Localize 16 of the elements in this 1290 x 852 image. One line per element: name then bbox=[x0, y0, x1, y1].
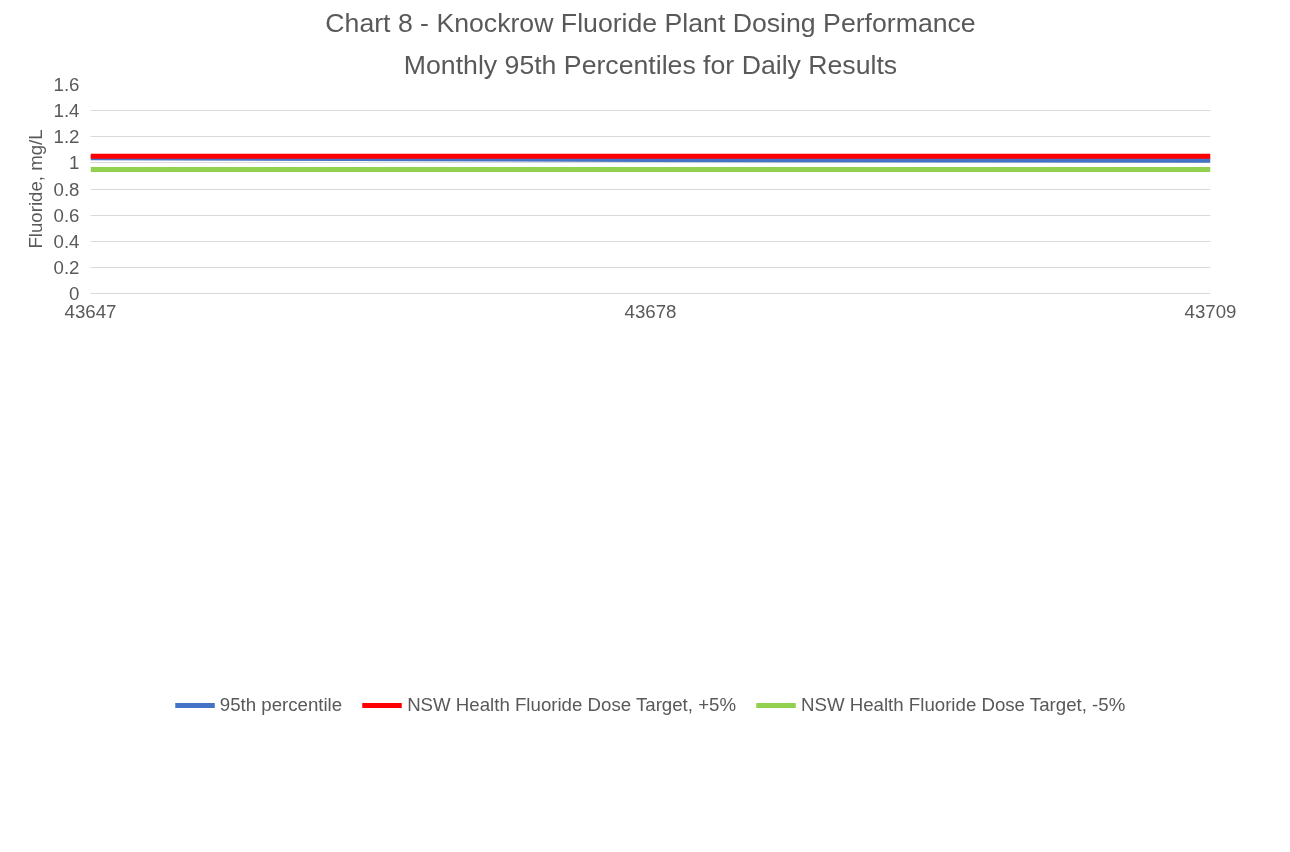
y-axis-title: Fluoride, mg/L bbox=[24, 129, 46, 249]
y-tick-label: 1.2 bbox=[53, 126, 80, 148]
y-tick-label: 0.2 bbox=[53, 256, 80, 278]
chart-title: Chart 8 - Knockrow Fluoride Plant Dosing Performance bbox=[325, 7, 976, 38]
y-tick-label: 0.6 bbox=[53, 204, 80, 226]
y-tick-label: 1 bbox=[69, 152, 80, 174]
x-tick-label: 43709 bbox=[1184, 300, 1237, 322]
y-tick-label: 0.4 bbox=[53, 230, 80, 252]
legend-label: NSW Health Fluoride Dose Target, +5% bbox=[407, 693, 737, 716]
y-tick-label: 0.8 bbox=[53, 178, 80, 200]
x-tick-label: 43678 bbox=[624, 300, 677, 322]
legend-label: NSW Health Fluoride Dose Target, -5% bbox=[801, 693, 1126, 716]
y-tick-label: 1.6 bbox=[53, 74, 80, 95]
legend-label: 95th percentile bbox=[219, 693, 343, 716]
chart-subtitle: Monthly 95th Percentiles for Daily Results bbox=[403, 49, 898, 80]
y-tick-label: 1.4 bbox=[53, 100, 80, 122]
